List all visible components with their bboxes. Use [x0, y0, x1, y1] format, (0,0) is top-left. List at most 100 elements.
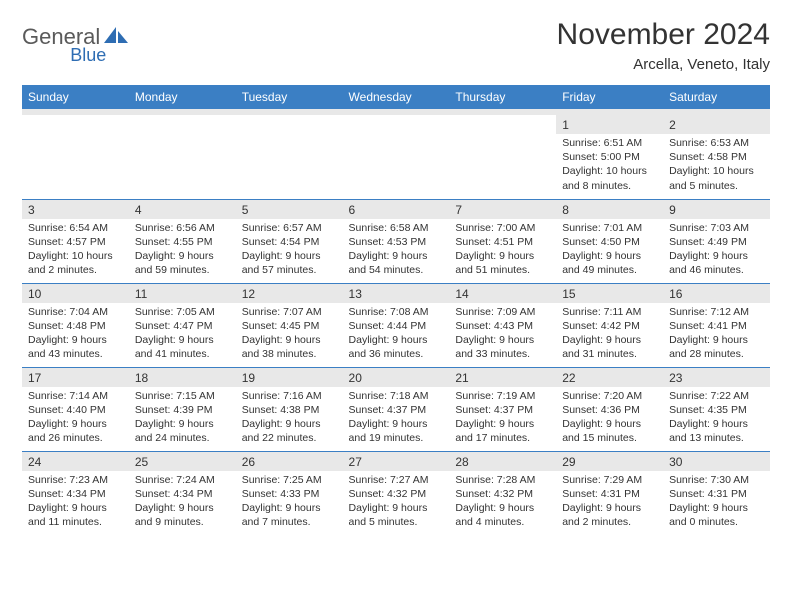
calendar-week: 3Sunrise: 6:54 AMSunset: 4:57 PMDaylight…	[22, 199, 770, 283]
calendar-cell	[236, 115, 343, 199]
day-header: Tuesday	[236, 85, 343, 109]
day-details: Sunrise: 7:14 AMSunset: 4:40 PMDaylight:…	[22, 387, 129, 450]
day-details: Sunrise: 7:00 AMSunset: 4:51 PMDaylight:…	[449, 219, 556, 282]
day-number: 24	[22, 452, 129, 471]
day-header: Wednesday	[343, 85, 450, 109]
day-number: 6	[343, 200, 450, 219]
day-number: 10	[22, 284, 129, 303]
calendar-cell: 1Sunrise: 6:51 AMSunset: 5:00 PMDaylight…	[556, 115, 663, 199]
day-details: Sunrise: 7:22 AMSunset: 4:35 PMDaylight:…	[663, 387, 770, 450]
day-number: 25	[129, 452, 236, 471]
day-number: 13	[343, 284, 450, 303]
day-number: 3	[22, 200, 129, 219]
day-details: Sunrise: 7:25 AMSunset: 4:33 PMDaylight:…	[236, 471, 343, 534]
day-number: 22	[556, 368, 663, 387]
calendar-cell: 13Sunrise: 7:08 AMSunset: 4:44 PMDayligh…	[343, 283, 450, 367]
day-number: 11	[129, 284, 236, 303]
day-header: Friday	[556, 85, 663, 109]
day-details: Sunrise: 6:58 AMSunset: 4:53 PMDaylight:…	[343, 219, 450, 282]
day-details: Sunrise: 7:29 AMSunset: 4:31 PMDaylight:…	[556, 471, 663, 534]
page-container: General Blue November 2024 Arcella, Vene…	[0, 0, 792, 553]
calendar-cell: 23Sunrise: 7:22 AMSunset: 4:35 PMDayligh…	[663, 367, 770, 451]
day-details: Sunrise: 7:30 AMSunset: 4:31 PMDaylight:…	[663, 471, 770, 534]
calendar-cell: 19Sunrise: 7:16 AMSunset: 4:38 PMDayligh…	[236, 367, 343, 451]
calendar-cell: 26Sunrise: 7:25 AMSunset: 4:33 PMDayligh…	[236, 451, 343, 535]
day-header: Monday	[129, 85, 236, 109]
day-number: 18	[129, 368, 236, 387]
day-number: 19	[236, 368, 343, 387]
calendar-cell: 3Sunrise: 6:54 AMSunset: 4:57 PMDaylight…	[22, 199, 129, 283]
calendar-cell: 6Sunrise: 6:58 AMSunset: 4:53 PMDaylight…	[343, 199, 450, 283]
calendar-cell: 15Sunrise: 7:11 AMSunset: 4:42 PMDayligh…	[556, 283, 663, 367]
calendar-week: 10Sunrise: 7:04 AMSunset: 4:48 PMDayligh…	[22, 283, 770, 367]
day-details: Sunrise: 6:57 AMSunset: 4:54 PMDaylight:…	[236, 219, 343, 282]
logo-text-blue: Blue	[70, 45, 106, 66]
day-number: 27	[343, 452, 450, 471]
calendar-cell: 24Sunrise: 7:23 AMSunset: 4:34 PMDayligh…	[22, 451, 129, 535]
calendar-cell	[449, 115, 556, 199]
location-text: Arcella, Veneto, Italy	[557, 56, 770, 73]
day-details: Sunrise: 7:11 AMSunset: 4:42 PMDaylight:…	[556, 303, 663, 366]
day-details: Sunrise: 7:07 AMSunset: 4:45 PMDaylight:…	[236, 303, 343, 366]
day-details: Sunrise: 7:05 AMSunset: 4:47 PMDaylight:…	[129, 303, 236, 366]
day-details: Sunrise: 7:03 AMSunset: 4:49 PMDaylight:…	[663, 219, 770, 282]
day-number: 12	[236, 284, 343, 303]
day-details: Sunrise: 7:04 AMSunset: 4:48 PMDaylight:…	[22, 303, 129, 366]
calendar-cell	[343, 115, 450, 199]
calendar-head: SundayMondayTuesdayWednesdayThursdayFrid…	[22, 85, 770, 109]
day-details: Sunrise: 7:28 AMSunset: 4:32 PMDaylight:…	[449, 471, 556, 534]
calendar-body: 1Sunrise: 6:51 AMSunset: 5:00 PMDaylight…	[22, 109, 770, 535]
day-details: Sunrise: 7:09 AMSunset: 4:43 PMDaylight:…	[449, 303, 556, 366]
calendar-cell: 10Sunrise: 7:04 AMSunset: 4:48 PMDayligh…	[22, 283, 129, 367]
day-number: 23	[663, 368, 770, 387]
calendar-week: 1Sunrise: 6:51 AMSunset: 5:00 PMDaylight…	[22, 115, 770, 199]
day-details: Sunrise: 7:24 AMSunset: 4:34 PMDaylight:…	[129, 471, 236, 534]
day-number: 4	[129, 200, 236, 219]
calendar-cell: 11Sunrise: 7:05 AMSunset: 4:47 PMDayligh…	[129, 283, 236, 367]
logo: General Blue	[22, 18, 168, 50]
day-number: 21	[449, 368, 556, 387]
day-header-row: SundayMondayTuesdayWednesdayThursdayFrid…	[22, 85, 770, 109]
month-title: November 2024	[557, 18, 770, 52]
calendar-cell	[129, 115, 236, 199]
day-number: 9	[663, 200, 770, 219]
calendar-cell: 4Sunrise: 6:56 AMSunset: 4:55 PMDaylight…	[129, 199, 236, 283]
calendar-week: 24Sunrise: 7:23 AMSunset: 4:34 PMDayligh…	[22, 451, 770, 535]
day-number: 5	[236, 200, 343, 219]
day-header: Thursday	[449, 85, 556, 109]
calendar-cell: 20Sunrise: 7:18 AMSunset: 4:37 PMDayligh…	[343, 367, 450, 451]
calendar-cell: 16Sunrise: 7:12 AMSunset: 4:41 PMDayligh…	[663, 283, 770, 367]
day-details: Sunrise: 7:08 AMSunset: 4:44 PMDaylight:…	[343, 303, 450, 366]
header: General Blue November 2024 Arcella, Vene…	[22, 18, 770, 73]
day-details: Sunrise: 7:12 AMSunset: 4:41 PMDaylight:…	[663, 303, 770, 366]
calendar-cell: 5Sunrise: 6:57 AMSunset: 4:54 PMDaylight…	[236, 199, 343, 283]
day-header: Saturday	[663, 85, 770, 109]
day-details: Sunrise: 6:56 AMSunset: 4:55 PMDaylight:…	[129, 219, 236, 282]
sail-icon	[104, 25, 130, 50]
day-details: Sunrise: 7:15 AMSunset: 4:39 PMDaylight:…	[129, 387, 236, 450]
calendar-cell: 21Sunrise: 7:19 AMSunset: 4:37 PMDayligh…	[449, 367, 556, 451]
day-details: Sunrise: 7:19 AMSunset: 4:37 PMDaylight:…	[449, 387, 556, 450]
calendar-cell: 7Sunrise: 7:00 AMSunset: 4:51 PMDaylight…	[449, 199, 556, 283]
day-number: 8	[556, 200, 663, 219]
day-details: Sunrise: 7:23 AMSunset: 4:34 PMDaylight:…	[22, 471, 129, 534]
day-number: 20	[343, 368, 450, 387]
calendar-cell: 30Sunrise: 7:30 AMSunset: 4:31 PMDayligh…	[663, 451, 770, 535]
day-details: Sunrise: 7:27 AMSunset: 4:32 PMDaylight:…	[343, 471, 450, 534]
calendar-cell: 17Sunrise: 7:14 AMSunset: 4:40 PMDayligh…	[22, 367, 129, 451]
calendar-cell: 28Sunrise: 7:28 AMSunset: 4:32 PMDayligh…	[449, 451, 556, 535]
day-number: 16	[663, 284, 770, 303]
day-details: Sunrise: 6:53 AMSunset: 4:58 PMDaylight:…	[663, 134, 770, 197]
day-details: Sunrise: 6:54 AMSunset: 4:57 PMDaylight:…	[22, 219, 129, 282]
day-details: Sunrise: 7:18 AMSunset: 4:37 PMDaylight:…	[343, 387, 450, 450]
day-number: 15	[556, 284, 663, 303]
calendar-cell: 9Sunrise: 7:03 AMSunset: 4:49 PMDaylight…	[663, 199, 770, 283]
day-number: 17	[22, 368, 129, 387]
calendar-cell: 14Sunrise: 7:09 AMSunset: 4:43 PMDayligh…	[449, 283, 556, 367]
day-details: Sunrise: 7:20 AMSunset: 4:36 PMDaylight:…	[556, 387, 663, 450]
day-number: 30	[663, 452, 770, 471]
calendar-table: SundayMondayTuesdayWednesdayThursdayFrid…	[22, 85, 770, 535]
day-number: 28	[449, 452, 556, 471]
calendar-cell	[22, 115, 129, 199]
title-block: November 2024 Arcella, Veneto, Italy	[557, 18, 770, 73]
